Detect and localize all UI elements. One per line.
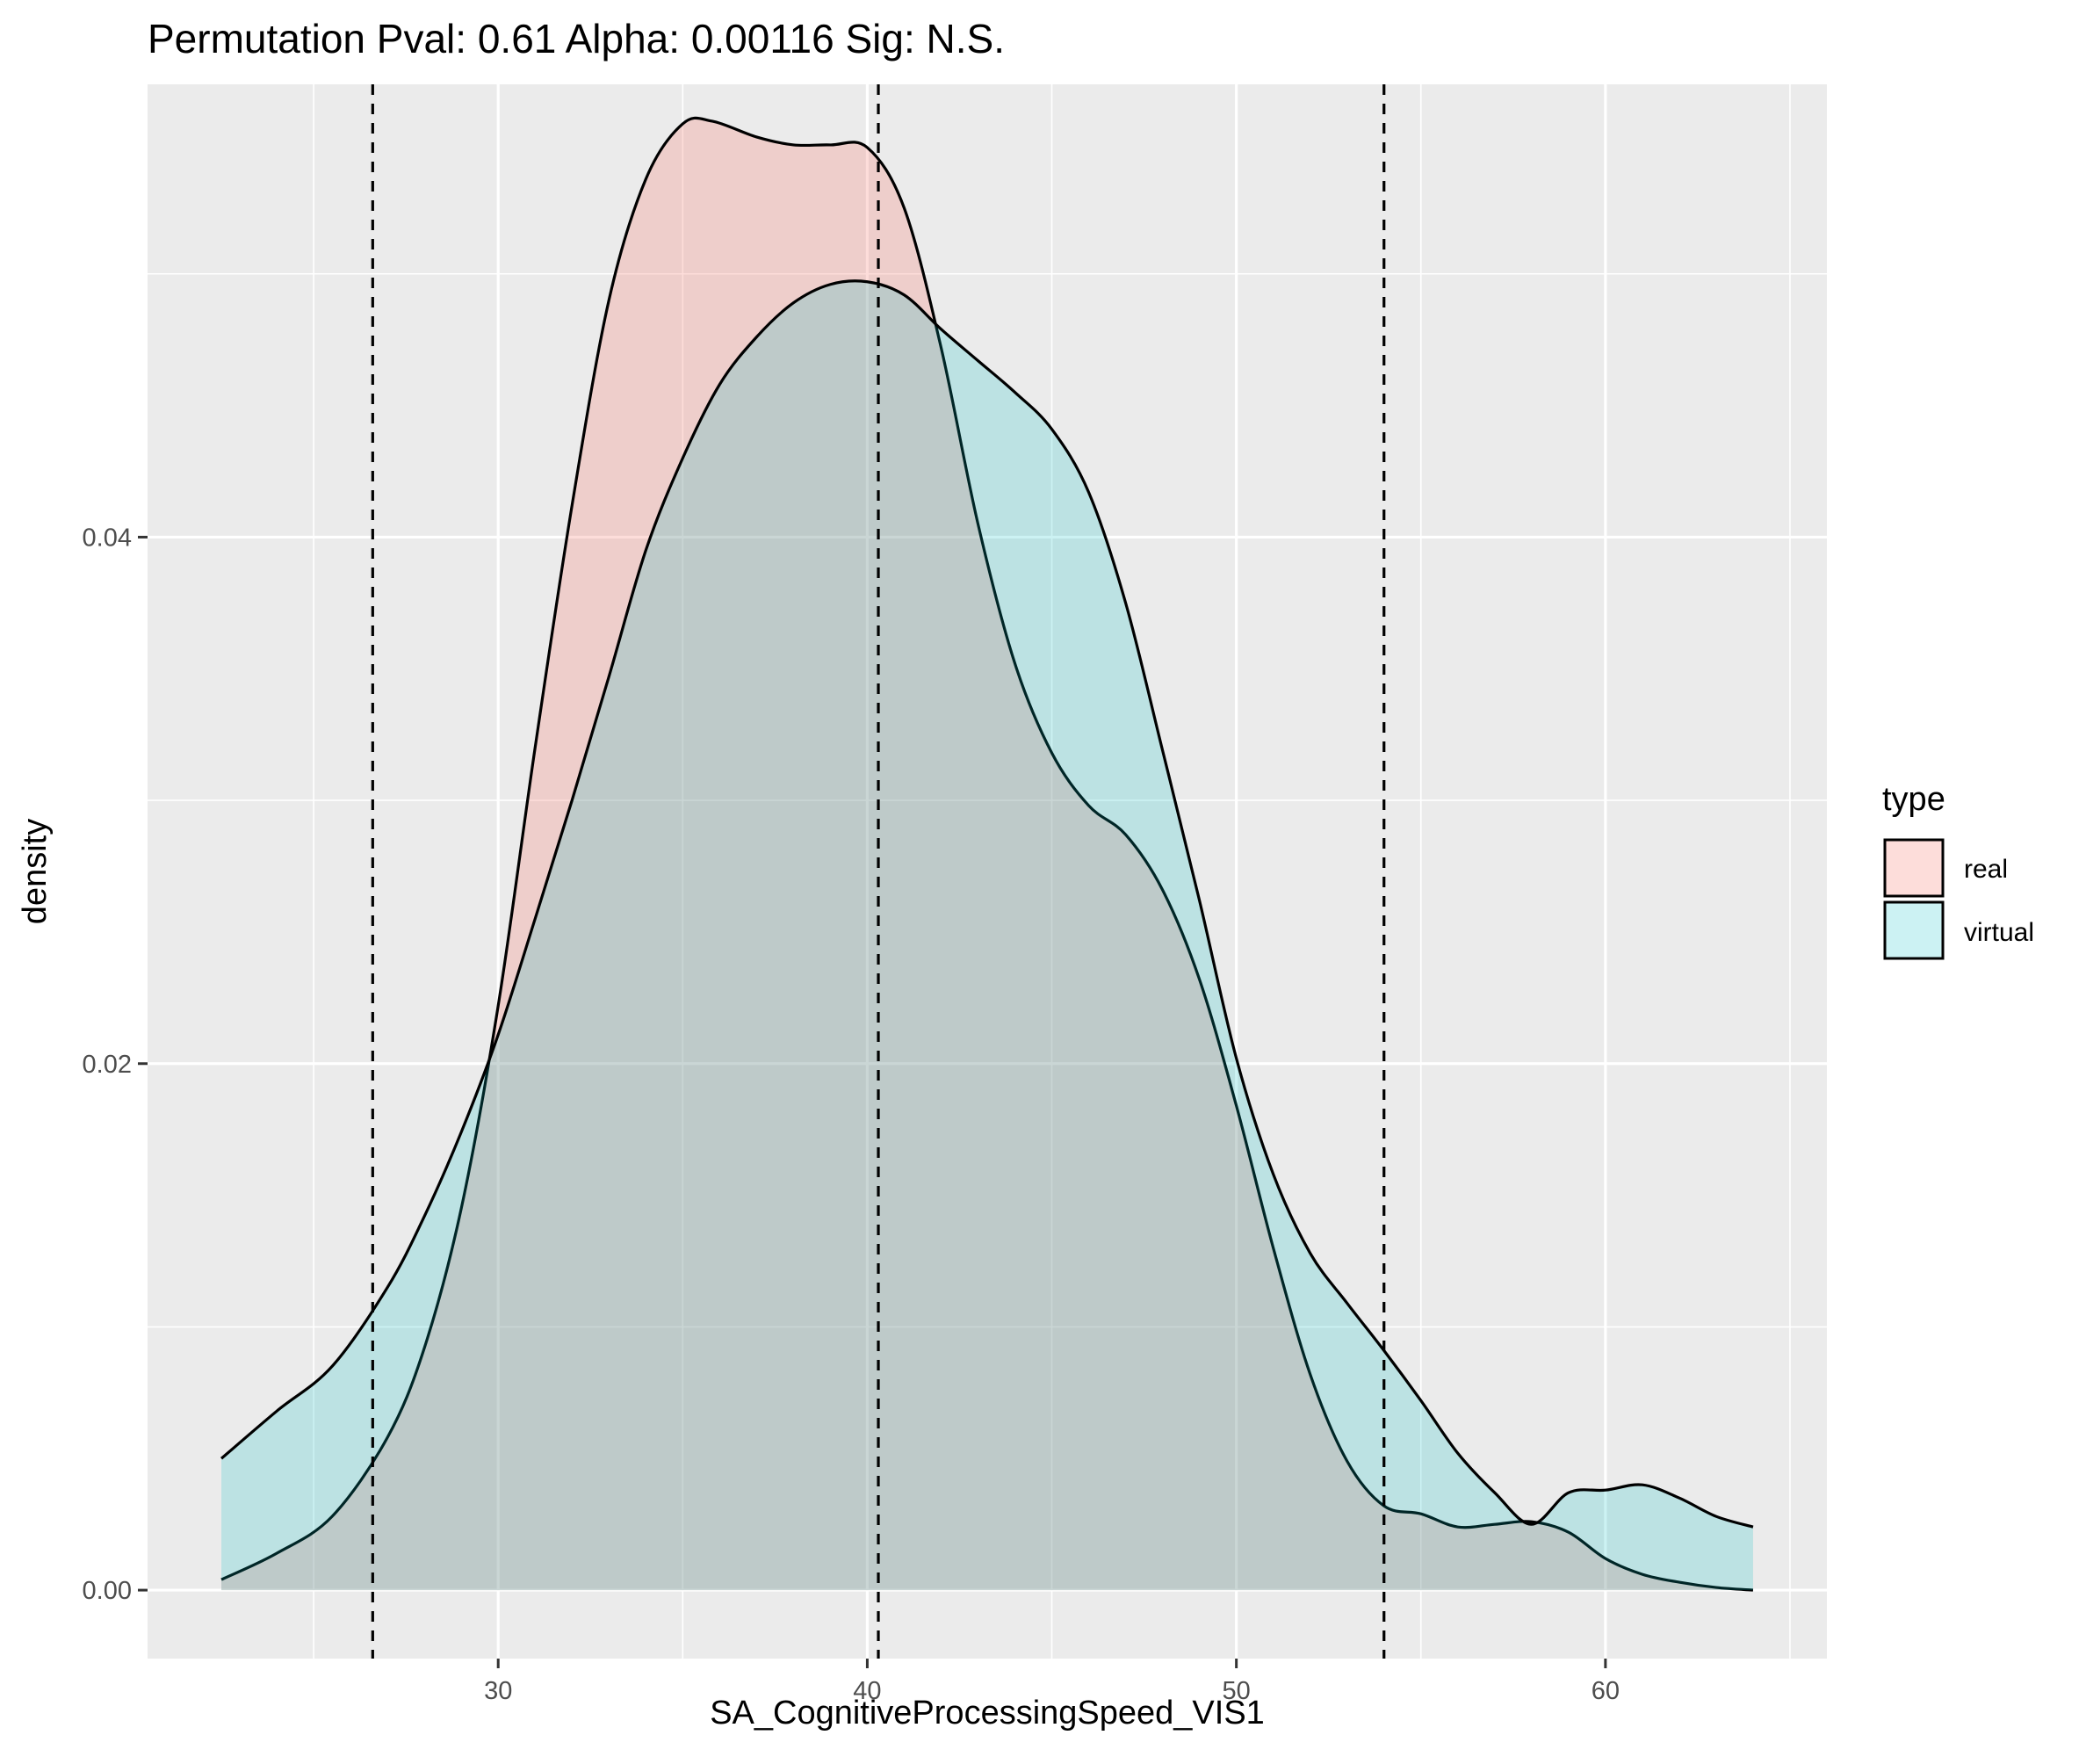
- x-axis-title: SA_CognitiveProcessingSpeed_VIS1: [710, 1695, 1265, 1731]
- y-tick-label: 0.00: [83, 1577, 132, 1605]
- x-tick-label: 30: [484, 1677, 512, 1705]
- legend-title: type: [1882, 781, 1945, 818]
- major-gridlines: [148, 84, 1827, 1659]
- y-tick-label: 0.04: [83, 524, 132, 552]
- legend-label-virtual: virtual: [1964, 918, 2034, 947]
- density-area-real: [221, 118, 1753, 1591]
- y-axis-title: density: [17, 819, 54, 924]
- legend: type real virtual: [1882, 781, 2034, 960]
- legend-item-real: real: [1883, 838, 2008, 898]
- legend-key-real: [1883, 838, 1945, 898]
- y-tick-label: 0.02: [83, 1051, 132, 1079]
- plot-panel: [148, 84, 1827, 1659]
- density-line-real: [220, 116, 1754, 1592]
- x-axis: 30 40 50 60: [484, 1659, 1620, 1705]
- y-axis: 0.00 0.02 0.04: [83, 524, 148, 1605]
- legend-label-real: real: [1964, 855, 2008, 884]
- legend-item-virtual: virtual: [1883, 900, 2034, 960]
- chart-title: Permutation Pval: 0.61 Alpha: 0.00116 Si…: [148, 16, 1005, 61]
- x-tick-label: 40: [853, 1677, 881, 1705]
- density-areas: [220, 116, 1754, 1592]
- density-area-virtual: [221, 280, 1753, 1591]
- x-tick-label: 60: [1592, 1677, 1620, 1705]
- x-tick-label: 50: [1223, 1677, 1251, 1705]
- minor-gridlines: [148, 84, 1827, 1659]
- density-line-virtual: [220, 279, 1754, 1529]
- legend-key-virtual: [1883, 900, 1945, 960]
